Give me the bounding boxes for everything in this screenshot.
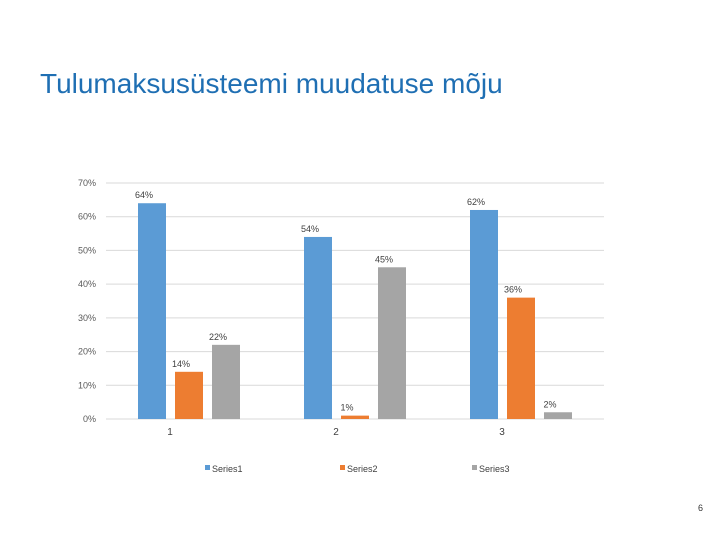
bar — [341, 415, 369, 419]
y-tick-label: 70% — [78, 178, 96, 188]
data-label: 45% — [375, 254, 393, 264]
legend: Series1 Series2 Series3 — [205, 464, 510, 474]
data-label: 62% — [467, 197, 485, 207]
data-label: 22% — [209, 332, 227, 342]
legend-swatch — [205, 465, 210, 470]
y-tick-label: 60% — [78, 212, 96, 222]
legend-label: Series3 — [479, 464, 510, 474]
bars — [138, 203, 572, 419]
x-tick-label: 3 — [499, 427, 505, 438]
data-label: 14% — [172, 359, 190, 369]
y-tick-label: 20% — [78, 347, 96, 357]
data-label: 64% — [135, 190, 153, 200]
bar — [212, 344, 240, 419]
data-label: 54% — [301, 224, 319, 234]
bar — [138, 203, 166, 419]
bar — [470, 209, 498, 419]
slide-title: Tulumaksusüsteemi muudatuse mõju — [40, 68, 503, 99]
x-tick-label: 2 — [333, 427, 339, 438]
y-tick-label: 10% — [78, 380, 96, 390]
x-tick-label: 1 — [167, 427, 173, 438]
data-label: 36% — [504, 285, 522, 295]
y-axis-tick-labels: 0% 10% 20% 30% 40% 50% 60% 70% — [78, 178, 96, 424]
legend-label: Series1 — [212, 464, 243, 474]
data-labels: 64% 14% 22% 54% 1% 45% 62% 36% 2% — [135, 190, 557, 412]
data-label: 1% — [340, 403, 353, 413]
legend-label: Series2 — [347, 464, 378, 474]
y-tick-label: 30% — [78, 313, 96, 323]
bar — [304, 236, 332, 419]
page-number: 6 — [697, 503, 703, 513]
y-tick-label: 50% — [78, 245, 96, 255]
legend-swatch — [472, 465, 477, 470]
data-label: 2% — [543, 399, 556, 409]
bar — [544, 412, 572, 419]
legend-swatch — [340, 465, 345, 470]
bar — [507, 297, 535, 419]
x-axis-tick-labels: 1 2 3 — [167, 427, 505, 438]
bar — [378, 267, 406, 419]
y-tick-label: 40% — [78, 279, 96, 289]
bar — [175, 371, 203, 419]
y-tick-label: 0% — [83, 414, 96, 424]
